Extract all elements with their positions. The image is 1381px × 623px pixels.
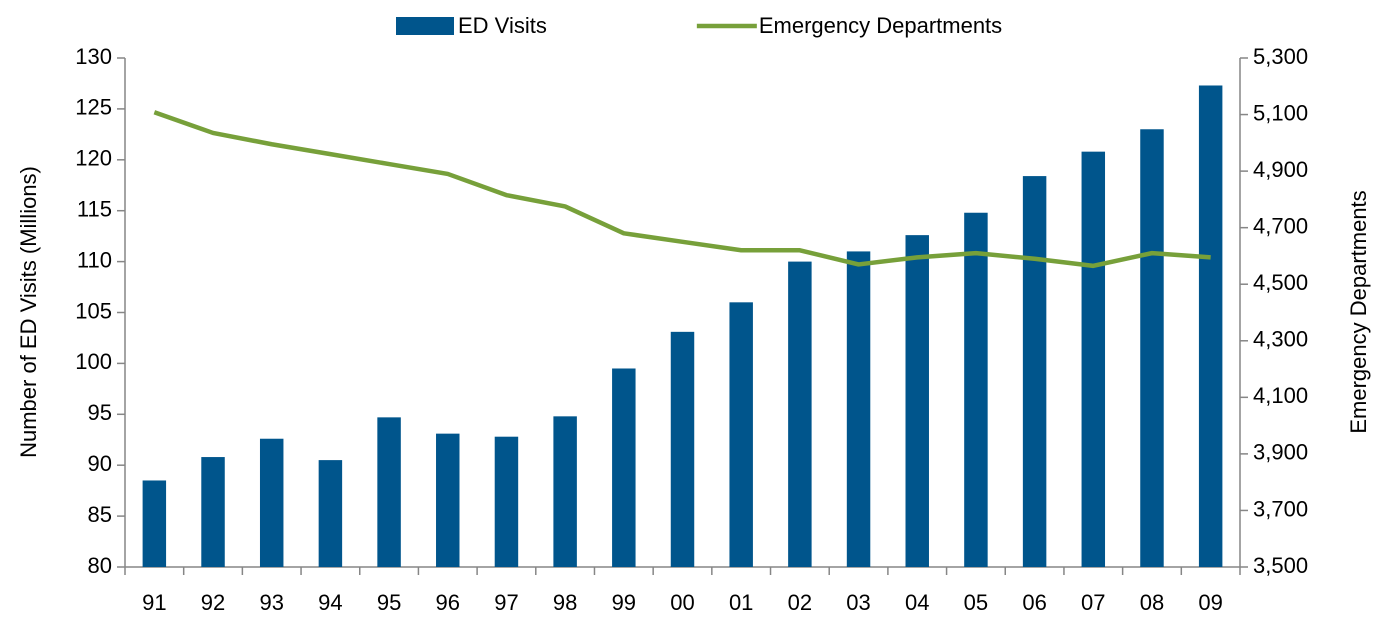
x-tick-label: 04 (905, 590, 929, 615)
x-tick-label: 06 (1022, 590, 1046, 615)
x-tick-label: 98 (553, 590, 577, 615)
y2-tick-label: 4,700 (1253, 213, 1308, 238)
y-tick-label: 115 (77, 197, 112, 222)
bar (553, 416, 577, 567)
y-tick-label: 100 (75, 349, 112, 374)
bar (259, 438, 284, 567)
bar (1140, 129, 1164, 567)
bar (142, 480, 167, 567)
x-tick-label: 91 (142, 590, 166, 615)
bar (1022, 176, 1047, 567)
x-tick-label: 94 (318, 590, 342, 615)
bar (436, 433, 460, 567)
bar (964, 212, 988, 567)
y-tick-label: 80 (88, 553, 112, 578)
y-axis-label: Number of ED Visits (Millions) (16, 166, 41, 458)
legend-label: Emergency Departments (759, 13, 1002, 38)
y-tick-label: 105 (75, 298, 112, 323)
x-tick-label: 99 (612, 590, 636, 615)
bar (729, 302, 753, 567)
y2-tick-label: 5,100 (1253, 100, 1308, 125)
y2-tick-label: 4,900 (1253, 157, 1308, 182)
x-tick-label: 96 (436, 590, 460, 615)
x-tick-label: 09 (1198, 590, 1222, 615)
y-tick-label: 90 (88, 451, 112, 476)
bar (377, 417, 401, 567)
x-tick-label: 95 (377, 590, 401, 615)
bar (788, 261, 812, 567)
line (153, 110, 1211, 269)
y-tick-label: 95 (88, 400, 112, 425)
x-tick-label: 00 (670, 590, 694, 615)
y-tick-label: 85 (88, 502, 112, 527)
y2-tick-label: 3,900 (1253, 440, 1308, 465)
legend-label: ED Visits (458, 13, 547, 38)
bar (494, 436, 519, 567)
x-tick-label: 93 (259, 590, 283, 615)
y2-tick-label: 3,700 (1253, 496, 1308, 521)
x-tick-label: 92 (201, 590, 225, 615)
bar (905, 235, 929, 567)
bar (318, 460, 343, 567)
x-tick-label: 97 (494, 590, 518, 615)
y2-tick-label: 5,300 (1253, 44, 1308, 69)
bar (612, 368, 636, 567)
bar (201, 457, 225, 567)
y2-tick-label: 4,300 (1253, 327, 1308, 352)
y-tick-label: 130 (75, 44, 112, 69)
y2-tick-label: 4,500 (1253, 270, 1308, 295)
x-tick-label: 03 (846, 590, 870, 615)
legend-swatch (396, 17, 454, 35)
y-tick-label: 110 (77, 247, 112, 272)
x-tick-label: 02 (788, 590, 812, 615)
y-tick-label: 125 (75, 95, 112, 120)
bar (670, 331, 695, 567)
y2-axis-label: Emergency Departments (1346, 190, 1371, 433)
bar (846, 251, 871, 568)
x-tick-label: 05 (964, 590, 988, 615)
y2-tick-label: 3,500 (1253, 553, 1308, 578)
x-tick-label: 08 (1140, 590, 1164, 615)
x-tick-label: 01 (729, 590, 753, 615)
x-tick-label: 07 (1081, 590, 1105, 615)
bar (1081, 151, 1106, 567)
bar (1198, 85, 1223, 568)
y2-tick-label: 4,100 (1253, 383, 1308, 408)
y-tick-label: 120 (75, 146, 112, 171)
